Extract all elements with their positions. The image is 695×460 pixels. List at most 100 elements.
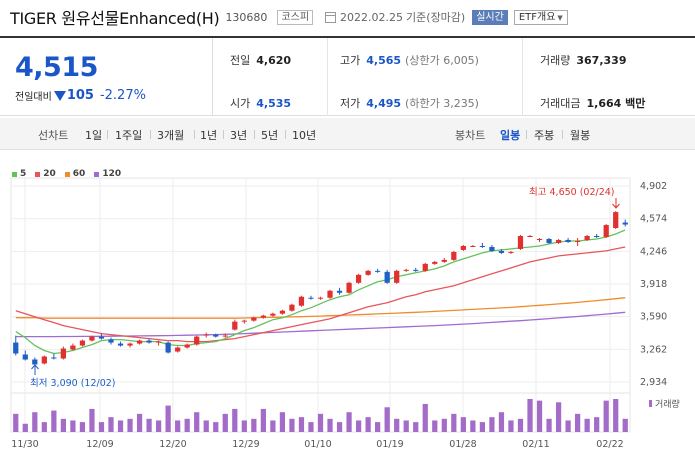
tab-line-10y[interactable]: 10년	[292, 129, 317, 142]
quote-summary: 4,515 전일대비 105 -2.27% 전일 4,620 고가 4,565 …	[0, 36, 695, 116]
candle-chart[interactable]: 4,902 4,574 4,246 3,918 3,590 3,262 2,934 11/30…	[0, 170, 695, 460]
candle	[260, 314, 266, 319]
trade-amount: 거래대금 1,664 백만	[540, 95, 645, 111]
volume-bar	[384, 407, 390, 432]
volume-bar	[422, 403, 428, 432]
volume-bar	[251, 418, 257, 432]
candle	[108, 337, 114, 345]
y-tick-label: 2,934	[640, 377, 667, 388]
candle	[194, 335, 200, 346]
candle	[460, 244, 466, 251]
candle-body	[584, 235, 590, 240]
high-value: 4,565	[366, 54, 402, 67]
tab-line-1w[interactable]: 1주일	[115, 129, 143, 142]
volume-bar	[546, 418, 552, 432]
open-label: 시가	[230, 97, 251, 110]
candle	[346, 281, 352, 294]
candle-body	[184, 344, 190, 348]
divider	[327, 38, 328, 116]
prev-close-value: 4,620	[256, 54, 292, 67]
realtime-button[interactable]: 실시간	[472, 9, 508, 25]
volume-bar	[175, 420, 181, 432]
candle	[479, 242, 486, 248]
volume-bar	[308, 422, 314, 432]
volume-bar	[32, 412, 38, 432]
tab-candle-monthly[interactable]: 월봉	[570, 129, 591, 142]
candle-body	[317, 297, 324, 299]
tab-line-1y[interactable]: 1년	[200, 129, 218, 142]
down-arrow-icon	[53, 90, 66, 101]
etf-overview-dropdown[interactable]: ETF개요 ▼	[513, 9, 568, 25]
high-label: 고가	[340, 54, 361, 67]
candle-body	[79, 340, 86, 346]
candle	[289, 303, 295, 312]
candle-body	[460, 245, 466, 250]
candle	[89, 335, 95, 342]
candle-body	[613, 212, 619, 229]
volume-bar	[336, 422, 343, 432]
volume-bar	[117, 420, 124, 432]
candle	[251, 316, 257, 322]
candle-body	[22, 354, 28, 360]
ma20-line	[15, 246, 626, 343]
candle	[222, 333, 228, 338]
candle-body	[155, 341, 162, 343]
volume-bar	[508, 420, 514, 432]
tab-line-5y[interactable]: 5년	[261, 129, 279, 142]
candle-body	[365, 270, 371, 275]
volume-bar	[536, 400, 543, 432]
divider	[254, 130, 255, 139]
candle	[136, 339, 143, 345]
candle	[470, 244, 476, 247]
candle-body	[194, 336, 200, 345]
candle	[384, 269, 390, 284]
max-arrow-icon	[612, 198, 620, 209]
tab-candle-weekly[interactable]: 주봉	[534, 129, 555, 142]
candle-body	[603, 225, 609, 237]
volume-bar	[155, 420, 162, 432]
candle-body	[213, 334, 219, 337]
x-tick-label: 02/22	[596, 439, 623, 450]
chart-grid	[10, 177, 631, 433]
candle	[584, 235, 590, 241]
quote-basis: 기준(장마감)	[406, 11, 466, 24]
market-badge: 코스피	[277, 9, 314, 25]
candle	[279, 309, 286, 315]
candle-body	[375, 270, 381, 272]
y-tick-label: 4,574	[640, 214, 667, 225]
period-bar: 선차트 1일 1주일 3개월 1년 3년 5년 10년 봉차트 일봉 주봉 월봉	[0, 118, 695, 150]
open-value: 4,535	[256, 97, 292, 110]
candle	[575, 237, 581, 246]
x-tick-label: 01/28	[449, 439, 476, 450]
ma120-line	[15, 311, 626, 338]
candle	[536, 237, 543, 242]
candle	[175, 346, 181, 353]
volume-bar	[108, 417, 114, 432]
tab-line-1d[interactable]: 1일	[85, 129, 103, 142]
candle-body	[384, 271, 390, 283]
calendar-icon	[325, 11, 337, 23]
candle	[422, 262, 428, 272]
candle	[146, 338, 152, 344]
candles	[13, 211, 628, 367]
lower-limit: (하한가 3,235)	[405, 97, 479, 110]
tab-line-3m[interactable]: 3개월	[157, 129, 185, 142]
volume-legend-label: 거래량	[655, 398, 680, 410]
candle-body	[136, 340, 143, 344]
tab-line-3y[interactable]: 3년	[230, 129, 248, 142]
candle	[327, 289, 333, 299]
candle-body	[41, 356, 47, 364]
tab-candle-daily[interactable]: 일봉	[500, 129, 521, 142]
candle-body	[555, 239, 562, 243]
volume-bar	[89, 408, 95, 432]
volume-bar	[584, 418, 590, 432]
volume-bar	[394, 418, 400, 432]
ma60-line	[15, 297, 626, 319]
candle-body	[98, 336, 105, 339]
legend-label: 120	[102, 169, 122, 179]
divider	[223, 130, 224, 139]
candle	[432, 260, 438, 265]
volume-bar	[479, 422, 486, 432]
page-title: TIGER 원유선물Enhanced(H)	[10, 9, 220, 28]
legend-ma60: 60	[64, 169, 85, 179]
